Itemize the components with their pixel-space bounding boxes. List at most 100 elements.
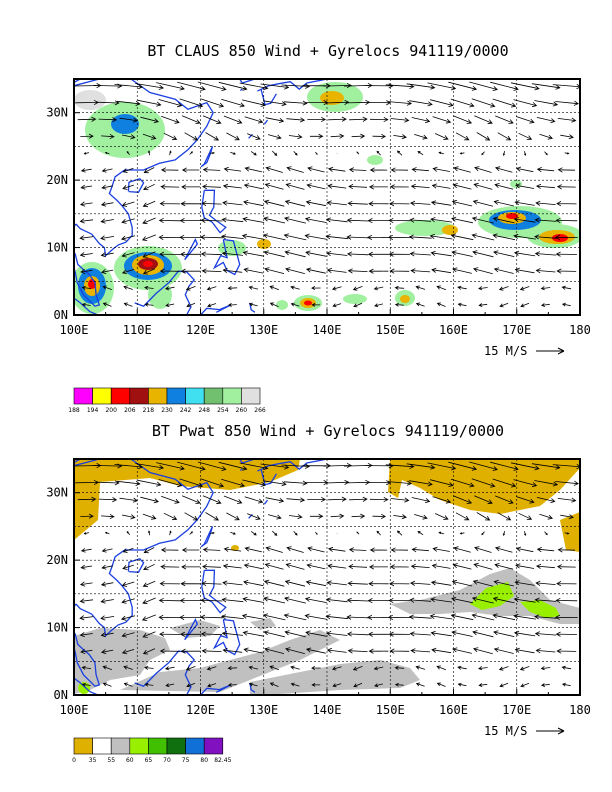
- wind-vector: [411, 497, 431, 504]
- wind-vector: [452, 563, 472, 570]
- wind-vector: [520, 682, 530, 688]
- wind-vector: [248, 665, 259, 670]
- colorbar-swatch: [129, 387, 149, 405]
- wind-vector: [169, 150, 172, 156]
- wind-vector: [330, 133, 345, 139]
- wind-vector: [223, 166, 242, 172]
- wind-vector: [79, 581, 93, 587]
- wind-vector: [116, 100, 141, 106]
- wind-vector: [490, 461, 519, 471]
- wind-vector: [368, 648, 389, 654]
- wind-vector: [415, 302, 425, 307]
- wind-vector: [409, 580, 431, 586]
- wind-vector: [436, 285, 447, 291]
- wind-vector: [469, 461, 499, 471]
- wind-vector: [186, 682, 196, 688]
- wind-vector: [325, 614, 349, 620]
- wind-vector: [121, 514, 136, 520]
- wind-vector: [373, 666, 384, 671]
- wind-vector: [346, 234, 369, 240]
- wind-vector: [226, 132, 240, 141]
- wind-vector: [472, 250, 494, 258]
- wind-vector: [557, 497, 577, 503]
- wind-vector: [304, 233, 328, 240]
- wind-vector: [290, 665, 300, 670]
- wind-vector: [96, 100, 120, 106]
- coastline-segment: [263, 499, 269, 505]
- wind-vector: [159, 581, 180, 587]
- wind-vector: [347, 200, 368, 207]
- wind-vector: [116, 480, 141, 486]
- wind-vector: [388, 100, 413, 106]
- wind-vector: [531, 83, 561, 90]
- wind-vector: [492, 478, 517, 488]
- wind-vector: [141, 234, 156, 241]
- wind-vector: [497, 132, 512, 141]
- wind-vector: [471, 613, 495, 621]
- colorbar-label: 60: [126, 757, 134, 764]
- wind-vector: [283, 480, 308, 486]
- wind-vector: [230, 531, 236, 535]
- wind-vector: [490, 81, 519, 91]
- wind-vector: [514, 647, 535, 654]
- wind-vector: [201, 580, 222, 587]
- wind-vector: [286, 166, 304, 173]
- wind-vector: [284, 596, 306, 604]
- coastline-segment: [260, 469, 277, 486]
- wind-vector: [186, 302, 196, 308]
- wind-vector: [368, 184, 388, 190]
- wind-vector: [389, 184, 409, 190]
- wind-vector: [197, 461, 227, 471]
- wind-vector: [161, 115, 180, 124]
- wind-vector: [369, 547, 388, 553]
- y-tick-label: 30N: [46, 486, 68, 500]
- colorbar-label: 35: [89, 757, 97, 764]
- wind-vector: [389, 648, 410, 654]
- wind-vector: [227, 683, 237, 687]
- wind-vector: [185, 286, 196, 291]
- coastline-segment: [127, 558, 145, 573]
- wind-vector: [288, 134, 303, 140]
- wind-vector: [564, 532, 570, 535]
- wind-vector: [474, 166, 492, 173]
- wind-vector: [121, 598, 135, 604]
- wind-vector: [201, 200, 222, 207]
- wind-vector: [135, 83, 165, 90]
- wind-vector: [202, 495, 222, 505]
- wind-vector: [531, 463, 561, 470]
- colorbar-label: 55: [107, 757, 115, 764]
- panel2-colorbar: 0 35 55 60 65 70 75 80 82.45: [72, 737, 232, 764]
- wind-vector: [451, 579, 473, 587]
- wind-vector: [388, 480, 413, 486]
- wind-vector: [409, 480, 433, 487]
- coastline-segment: [74, 297, 99, 315]
- wind-vector: [100, 615, 115, 621]
- coastline-segment: [134, 270, 196, 315]
- colorbar-label: 266: [254, 407, 266, 414]
- wind-vector: [431, 183, 451, 189]
- wind-vector: [269, 665, 280, 671]
- wind-vector: [368, 268, 389, 274]
- wind-vector: [414, 514, 428, 520]
- wind-vector: [142, 580, 156, 588]
- wind-vector: [478, 683, 488, 687]
- coastline-segment: [201, 569, 227, 614]
- wind-vector: [102, 682, 112, 687]
- wind-vector: [429, 233, 453, 240]
- wind-vector: [311, 286, 321, 291]
- wind-vector: [158, 99, 183, 108]
- wind-vector: [98, 497, 118, 503]
- colorbar-label: 200: [105, 407, 117, 414]
- wind-vector: [307, 546, 325, 553]
- wind-vector: [200, 614, 223, 620]
- wind-vector: [200, 251, 223, 257]
- wind-vector: [556, 268, 577, 274]
- wind-vector: [436, 302, 446, 307]
- wind-vector: [534, 614, 557, 620]
- wind-vector: [283, 233, 307, 241]
- wind-vector: [492, 98, 517, 108]
- wind-vector: [80, 168, 92, 173]
- wind-vector: [376, 150, 381, 156]
- wind-vector: [181, 115, 201, 124]
- wind-vector: [388, 631, 410, 637]
